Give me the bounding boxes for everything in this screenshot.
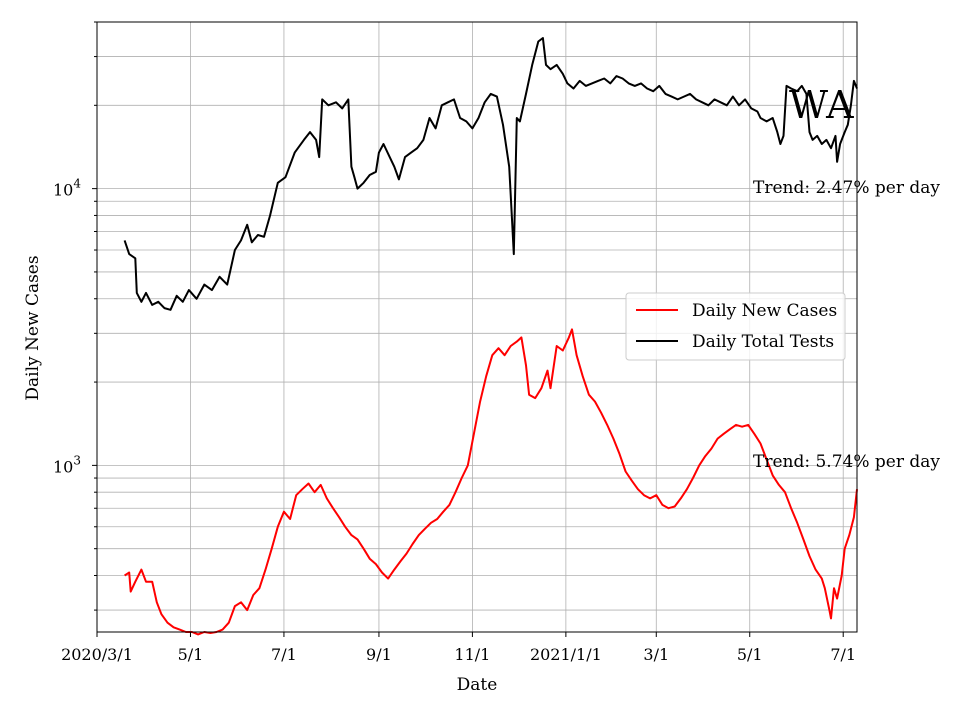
y-tick-label: 103 — [53, 453, 81, 476]
legend: Daily New Cases Daily Total Tests — [625, 292, 846, 361]
x-tick-label: 9/1 — [366, 645, 392, 664]
x-tick-label: 7/1 — [271, 645, 297, 664]
x-tick-label: 2021/1/1 — [530, 645, 602, 664]
x-tick-label: 5/1 — [737, 645, 763, 664]
series-line-daily-new-cases — [124, 328, 858, 636]
x-tick-label: 2020/3/1 — [61, 645, 133, 664]
tests-trend-annotation: Trend: 2.47% per day — [753, 178, 940, 198]
x-axis-label: Date — [457, 675, 498, 695]
series-line-daily-total-tests — [123, 37, 858, 311]
x-tick-label: 3/1 — [643, 645, 669, 664]
legend-box — [625, 292, 846, 361]
legend-label-daily-new-cases: Daily New Cases — [692, 301, 837, 321]
x-tick-label: 11/1 — [454, 645, 490, 664]
y-tick-label: 104 — [53, 177, 81, 200]
x-tick-label: 5/1 — [178, 645, 204, 664]
y-axis-label: Daily New Cases — [23, 255, 43, 400]
ticks: 2020/3/1 5/1 7/1 9/1 11/1 2021/1/1 3/1 5/1 7/1 10… — [53, 21, 856, 664]
series-group — [123, 37, 858, 636]
legend-label-daily-total-tests: Daily Total Tests — [692, 332, 834, 352]
state-label: WA — [789, 83, 854, 127]
plot-frame — [96, 21, 858, 633]
x-tick-label: 7/1 — [830, 645, 856, 664]
cases-trend-annotation: Trend: 5.74% per day — [753, 452, 940, 472]
